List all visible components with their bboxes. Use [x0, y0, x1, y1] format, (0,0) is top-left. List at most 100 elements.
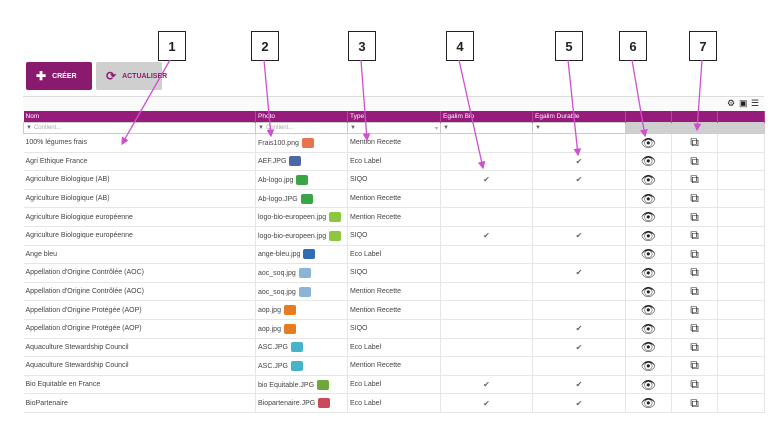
cell-copy[interactable]: ⧉ — [671, 170, 718, 190]
cell-view[interactable]: 👁 — [625, 319, 672, 339]
copy-icon[interactable]: ⧉ — [690, 172, 699, 187]
cell-copy[interactable]: ⧉ — [671, 245, 718, 265]
cell-copy[interactable]: ⧉ — [671, 300, 718, 320]
eye-icon[interactable]: 👁 — [640, 247, 657, 262]
filter-type[interactable]: ▼ ▾ — [347, 122, 441, 134]
column-header-type[interactable]: Type — [347, 111, 441, 123]
cell-copy[interactable]: ⧉ — [671, 263, 718, 283]
eye-icon[interactable]: 👁 — [640, 135, 657, 150]
list-icon[interactable]: ☰ — [751, 98, 760, 108]
cell-view[interactable]: 👁 — [625, 375, 672, 395]
copy-icon[interactable]: ⧉ — [690, 228, 699, 243]
table-row[interactable]: Agriculture Biologique européenne logo-bi… — [23, 207, 765, 227]
table-row[interactable]: Agriculture Biologique (AB) Ab-logo.JPG Me… — [23, 189, 765, 209]
column-header-nom[interactable]: Nom — [23, 111, 256, 123]
eye-icon[interactable]: 👁 — [640, 265, 657, 280]
table-row[interactable]: Appellation d'Origine Contrôlée (AOC) aoc… — [23, 263, 765, 283]
copy-icon[interactable]: ⧉ — [690, 265, 699, 280]
copy-icon[interactable]: ⧉ — [690, 153, 699, 168]
label-logo-thumbnail — [329, 212, 342, 223]
cell-copy[interactable]: ⧉ — [671, 282, 718, 302]
cell-copy[interactable]: ⧉ — [671, 226, 718, 246]
cell-view[interactable]: 👁 — [625, 133, 672, 153]
cell-copy[interactable]: ⧉ — [671, 356, 718, 376]
cell-view[interactable]: 👁 — [625, 189, 672, 209]
column-header-photo[interactable]: Photo — [255, 111, 348, 123]
copy-icon[interactable]: ⧉ — [690, 302, 699, 317]
table-row[interactable]: Agri Ethique France AEF.JPG Eco Label ✔ 👁 ⧉ — [23, 152, 765, 172]
cell-egalim-durable — [532, 189, 626, 209]
cell-copy[interactable]: ⧉ — [671, 319, 718, 339]
copy-icon[interactable]: ⧉ — [690, 209, 699, 224]
cell-egalim-bio: ✔ — [440, 170, 533, 190]
cell-egalim-bio — [440, 282, 533, 302]
table-row[interactable]: Ange bleu ange-bleu.jpg Eco Label 👁 ⧉ — [23, 245, 765, 265]
column-header-egalim-bio[interactable]: Egalim Bio — [440, 111, 533, 123]
table-row[interactable]: Agriculture Biologique européenne logo-bi… — [23, 226, 765, 246]
table-row[interactable]: 100% légumes frais Frais100.png Mention Re… — [23, 133, 765, 153]
cell-photo: AEF.JPG — [255, 152, 348, 172]
cell-view[interactable]: 👁 — [625, 152, 672, 172]
eye-icon[interactable]: 👁 — [640, 154, 657, 169]
table-row[interactable]: BioPartenaire Biopartenaire.JPG Eco Label ✔… — [23, 393, 765, 413]
create-button[interactable]: ✚ CRÉER — [26, 62, 92, 90]
filter-egalim-durable[interactable]: ▼ — [532, 122, 626, 134]
copy-icon[interactable]: ⧉ — [690, 135, 699, 150]
copy-icon[interactable]: ⧉ — [690, 377, 699, 392]
cell-view[interactable]: 👁 — [625, 207, 672, 227]
column-header-egalim-durable[interactable]: Egalim Durable — [532, 111, 626, 123]
settings-icon[interactable]: ⚙ — [727, 98, 736, 108]
eye-icon[interactable]: 👁 — [640, 210, 657, 225]
cell-copy[interactable]: ⧉ — [671, 375, 718, 395]
cell-view[interactable]: 👁 — [625, 393, 672, 413]
cell-view[interactable]: 👁 — [625, 356, 672, 376]
eye-icon[interactable]: 👁 — [640, 358, 657, 373]
cell-view[interactable]: 👁 — [625, 338, 672, 358]
table-row[interactable]: Aquaculture Stewardship Council ASC.JPG Ec… — [23, 338, 765, 358]
table-row[interactable]: Appellation d'Origine Protégée (AOP) aop.… — [23, 319, 765, 339]
refresh-button[interactable]: ⟳ ACTUALISER — [96, 62, 167, 90]
eye-icon[interactable]: 👁 — [640, 303, 657, 318]
eye-icon[interactable]: 👁 — [640, 321, 657, 336]
table-row[interactable]: Appellation d'Origine Protégée (AOP) aop.… — [23, 300, 765, 320]
table-row[interactable]: Bio Equitable en France bio Equitable.JPG… — [23, 375, 765, 395]
photo-filename: Ab-logo.jpg — [258, 176, 294, 184]
cell-view[interactable]: 👁 — [625, 263, 672, 283]
cell-view[interactable]: 👁 — [625, 226, 672, 246]
cell-view[interactable]: 👁 — [625, 300, 672, 320]
cell-copy[interactable]: ⧉ — [671, 207, 718, 227]
eye-icon[interactable]: 👁 — [640, 284, 657, 299]
copy-icon[interactable]: ⧉ — [690, 358, 699, 373]
cell-nom: 100% légumes frais — [23, 133, 256, 153]
filter-egalim-bio[interactable]: ▼ — [440, 122, 533, 134]
table-row[interactable]: Agriculture Biologique (AB) Ab-logo.jpg SI… — [23, 170, 765, 190]
cell-view[interactable]: 👁 — [625, 282, 672, 302]
filter-nom[interactable]: ▼ Contient... — [23, 122, 256, 134]
filter-icon: ▼ — [26, 125, 32, 131]
filter-photo[interactable]: ▼ Contient... — [255, 122, 348, 134]
cell-view[interactable]: 👁 — [625, 245, 672, 265]
save-icon[interactable]: ▣ — [739, 98, 748, 108]
eye-icon[interactable]: 👁 — [640, 396, 657, 411]
cell-copy[interactable]: ⧉ — [671, 133, 718, 153]
table-row[interactable]: Aquaculture Stewardship Council ASC.JPG Me… — [23, 356, 765, 376]
copy-icon[interactable]: ⧉ — [690, 191, 699, 206]
copy-icon[interactable]: ⧉ — [690, 321, 699, 336]
eye-icon[interactable]: 👁 — [640, 228, 657, 243]
eye-icon[interactable]: 👁 — [640, 340, 657, 355]
cell-view[interactable]: 👁 — [625, 170, 672, 190]
copy-icon[interactable]: ⧉ — [690, 395, 699, 410]
cell-copy[interactable]: ⧉ — [671, 338, 718, 358]
filter-icon: ▼ — [443, 125, 449, 131]
copy-icon[interactable]: ⧉ — [690, 339, 699, 354]
eye-icon[interactable]: 👁 — [640, 191, 657, 206]
eye-icon[interactable]: 👁 — [640, 172, 657, 187]
label-logo-thumbnail — [301, 137, 314, 148]
table-row[interactable]: Appellation d'Origine Contrôlée (AOC) aoc… — [23, 282, 765, 302]
eye-icon[interactable]: 👁 — [640, 377, 657, 392]
copy-icon[interactable]: ⧉ — [690, 246, 699, 261]
cell-copy[interactable]: ⧉ — [671, 393, 718, 413]
cell-copy[interactable]: ⧉ — [671, 189, 718, 209]
cell-copy[interactable]: ⧉ — [671, 152, 718, 172]
copy-icon[interactable]: ⧉ — [690, 284, 699, 299]
